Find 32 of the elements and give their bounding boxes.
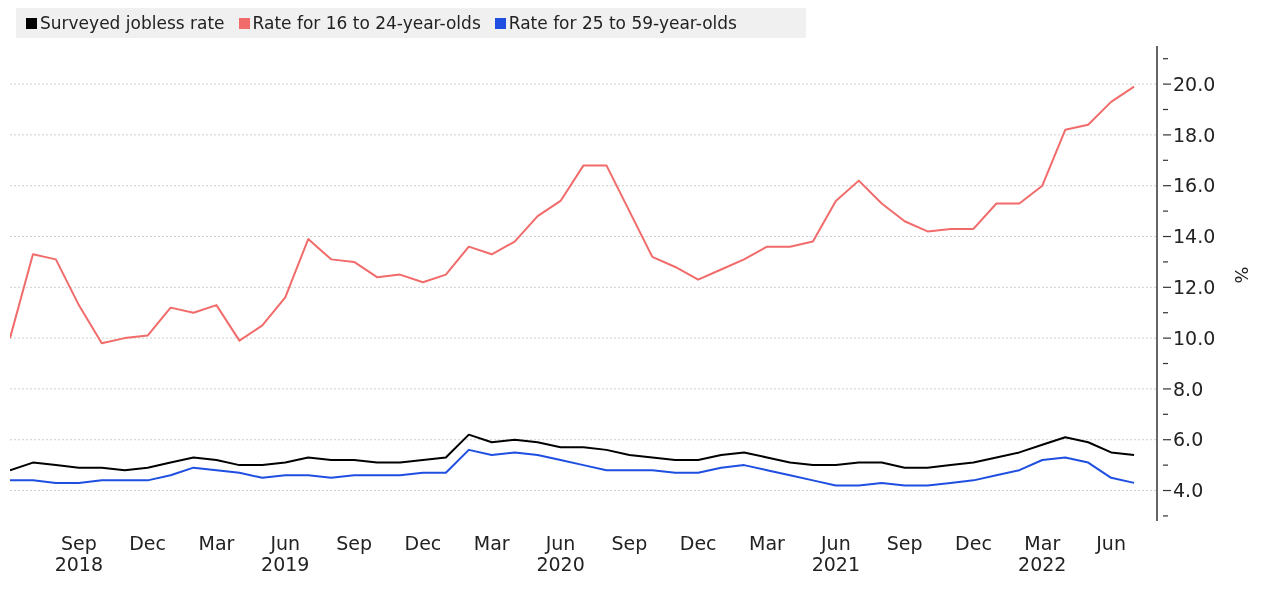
y-tick-label: 12.0 (1173, 275, 1216, 298)
x-tick-label: Jun 2019 (261, 532, 310, 575)
legend-label: Surveyed jobless rate (40, 13, 225, 33)
y-tick-label: 16.0 (1173, 174, 1216, 197)
x-tick-label: Dec (129, 532, 167, 555)
x-tick-label: Jun (1095, 532, 1126, 555)
x-tick-label: Mar (749, 532, 786, 555)
line-series (10, 85, 1136, 345)
x-tick-label: Dec (679, 532, 717, 555)
x-tick-label: Sep (886, 532, 923, 555)
legend-label: Rate for 16 to 24-year-olds (252, 13, 481, 33)
x-tick-label: Mar (473, 532, 510, 555)
x-tick-label: Sep 2018 (54, 532, 103, 575)
line-series (10, 433, 1136, 472)
y-tick-label: 6.0 (1173, 428, 1204, 451)
y-tick-label: 8.0 (1173, 377, 1204, 400)
x-tick-label: Sep (611, 532, 648, 555)
legend-label: Rate for 25 to 59-year-olds (508, 13, 737, 33)
y-axis-title: % (1230, 266, 1252, 284)
y-tick-label: 20.0 (1173, 72, 1216, 95)
line-series (10, 448, 1136, 487)
y-tick-label: 4.0 (1173, 479, 1204, 502)
x-tick-label: Dec (404, 532, 442, 555)
x-tick-label: Sep (336, 532, 373, 555)
x-tick-label: Mar (198, 532, 235, 555)
x-tick-label: Dec (955, 532, 992, 555)
y-tick-label: 18.0 (1173, 123, 1216, 146)
x-tick-label: Jun 2021 (811, 532, 861, 575)
y-tick-label: 10.0 (1173, 326, 1216, 349)
x-tick-label: Jun 2020 (536, 532, 585, 575)
y-tick-label: 14.0 (1173, 225, 1216, 248)
x-tick-label: Mar 2022 (1018, 532, 1067, 575)
